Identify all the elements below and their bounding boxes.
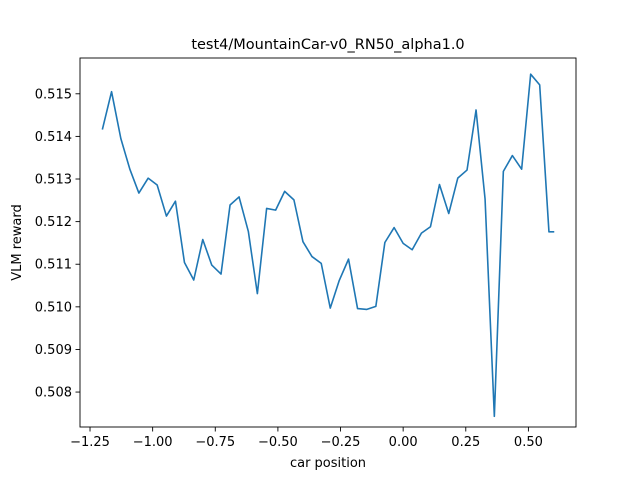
chart-title: test4/MountainCar-v0_RN50_alpha1.0: [191, 37, 464, 53]
x-tick-label: 0.25: [451, 435, 480, 450]
x-tick-label: −1.25: [70, 435, 110, 450]
y-tick-label: 0.512: [35, 215, 72, 230]
y-tick-label: 0.511: [35, 258, 72, 273]
y-axis-ticks: 0.508 0.509 0.510 0.511 0.512 0.513 0.514 0.515: [35, 87, 80, 401]
y-tick-label: 0.509: [35, 343, 72, 358]
y-tick-label: 0.508: [35, 386, 72, 401]
y-tick-label: 0.510: [35, 300, 72, 315]
y-tick-label: 0.513: [35, 173, 72, 188]
x-axis-ticks: −1.25 −1.00 −0.75 −0.50 −0.25 0.00 0.25 0.50: [70, 427, 543, 450]
plot-frame: [79, 57, 577, 428]
x-tick-label: −0.50: [258, 435, 298, 450]
x-tick-label: −0.75: [195, 435, 235, 450]
y-tick-label: 0.514: [35, 130, 72, 145]
x-tick-label: −1.00: [133, 435, 173, 450]
x-tick-label: −0.25: [321, 435, 361, 450]
x-tick-label: 0.50: [514, 435, 543, 450]
series-line: [101, 73, 555, 418]
x-tick-label: 0.00: [389, 435, 418, 450]
y-tick-label: 0.515: [35, 87, 72, 102]
x-axis-label: car position: [290, 456, 366, 471]
y-axis-label: VLM reward: [10, 204, 25, 281]
